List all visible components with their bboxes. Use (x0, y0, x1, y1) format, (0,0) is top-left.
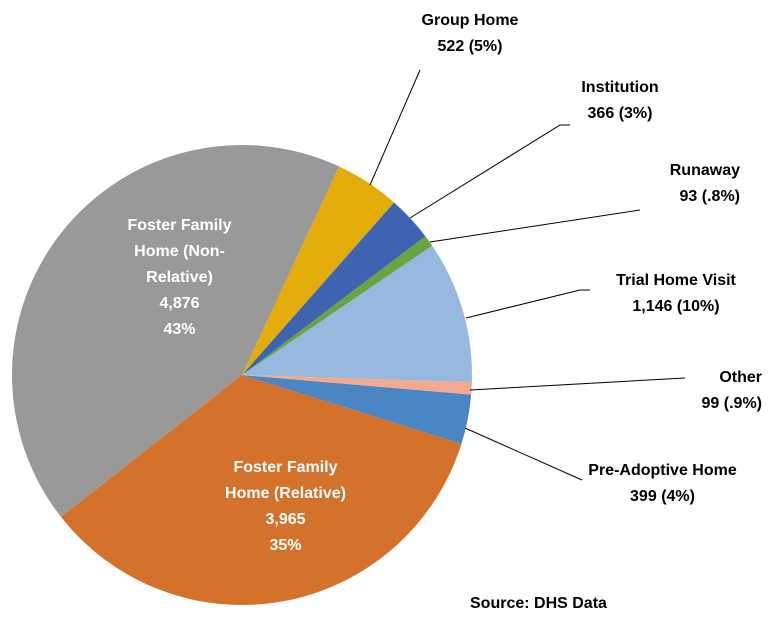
value-label: 4,876 (159, 295, 200, 312)
leader-line (465, 289, 590, 319)
value-label: 366 (587, 105, 615, 122)
value-label: 93 (679, 188, 698, 205)
category-label: Pre-Adoptive Home (588, 462, 737, 479)
value-label: 522 (437, 38, 465, 55)
slice-label: Pre-Adoptive Home 399 (4%) (575, 458, 750, 510)
value-label: 1,146 (632, 298, 673, 315)
slice-label: Group Home 522 (5%) (390, 8, 550, 60)
pie-slice (12, 145, 340, 517)
pie-slice (242, 375, 472, 395)
slice-label: Institution 366 (3%) (540, 75, 700, 127)
slice-label: Runaway 93 (.8%) (560, 158, 740, 210)
leader-line (429, 209, 641, 243)
pie-slice (242, 166, 395, 375)
slice-label: Foster Family Home (Relative) 3,965 35% (218, 455, 353, 559)
category-label: Runaway (669, 162, 740, 179)
pie-slice (60, 375, 462, 605)
slice-label: Other 99 (.9%) (580, 365, 762, 417)
percent-label: (5%) (468, 38, 503, 55)
value-label: 3,965 (265, 511, 306, 528)
leader-line (469, 377, 686, 391)
percent-label: 35% (269, 537, 302, 554)
percent-label: (4%) (661, 488, 695, 505)
category-label: Group Home (421, 12, 519, 29)
leader-line (409, 124, 570, 219)
slice-label: Foster Family Home (Non-Relative) 4,876 43… (112, 213, 247, 343)
source-note: Source: DHS Data (470, 595, 607, 612)
pie-slice (242, 236, 433, 375)
percent-label: (3%) (618, 105, 653, 122)
slice-label: Trial Home Visit 1,146 (10%) (576, 268, 770, 320)
leader-lines (369, 69, 686, 481)
pie-slice (242, 202, 426, 375)
category-label: Trial Home Visit (616, 272, 736, 289)
category-label: Institution (581, 79, 659, 96)
pie-slice (242, 245, 472, 383)
percent-label: 43% (163, 321, 196, 338)
category-label: Foster Family Home (Relative) (225, 459, 346, 502)
leader-line (369, 69, 421, 186)
pie-slice (242, 375, 472, 444)
category-label: Other (719, 369, 762, 386)
value-label: 99 (701, 395, 720, 412)
category-label: Foster Family Home (Non-Relative) (127, 217, 232, 286)
percent-label: (.8%) (701, 188, 740, 205)
percent-label: (.9%) (723, 395, 762, 412)
leader-line (464, 427, 583, 481)
percent-label: (10%) (676, 298, 720, 315)
value-label: 399 (630, 488, 657, 505)
